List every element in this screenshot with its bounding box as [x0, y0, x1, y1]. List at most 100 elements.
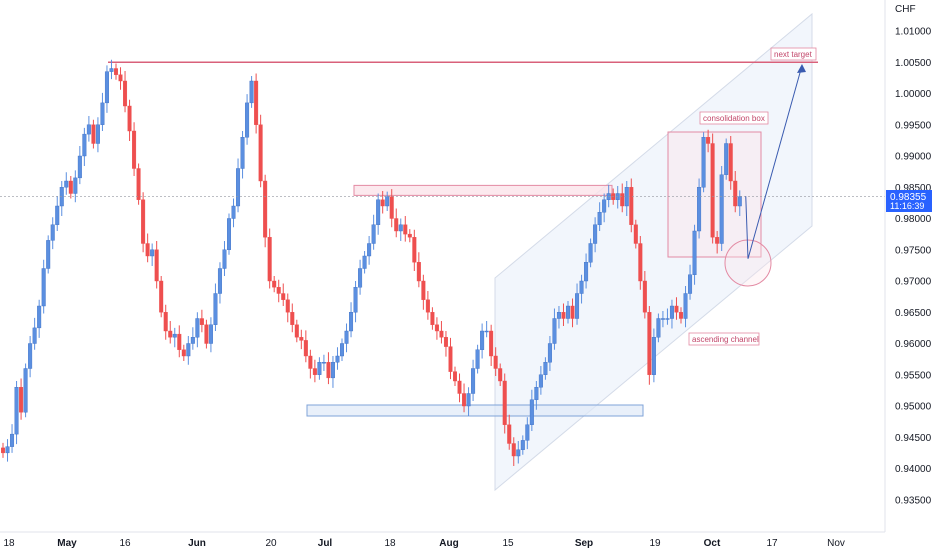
candle-down	[502, 380, 507, 425]
candle-up	[349, 312, 354, 332]
candle-down	[710, 143, 715, 238]
candle-down	[434, 324, 439, 332]
candle-up	[82, 133, 87, 157]
candle-down	[389, 196, 394, 219]
x-tick-label: Sep	[575, 538, 593, 549]
candle-up	[624, 187, 629, 207]
y-tick-label: 0.97500	[895, 245, 932, 256]
current-price-badge: 0.98355 11:16:39	[886, 190, 932, 212]
candle-up	[104, 71, 109, 104]
candle-down	[294, 324, 299, 338]
x-tick-label: 15	[502, 538, 514, 549]
candle-down	[561, 312, 566, 319]
candle-down	[674, 305, 679, 313]
candle-up	[362, 255, 367, 269]
candle-up	[656, 318, 661, 338]
candle-up	[37, 305, 42, 329]
candle-up	[213, 293, 218, 325]
x-tick-label: 17	[766, 538, 778, 549]
candle-up	[231, 205, 236, 219]
candle-up	[584, 262, 589, 282]
candle-down	[448, 346, 453, 372]
x-tick-label: 19	[649, 538, 661, 549]
candle-up	[719, 174, 724, 244]
candle-up	[615, 193, 620, 200]
candle-down	[507, 424, 512, 444]
candle-down	[570, 305, 575, 319]
y-tick-label: 0.96500	[895, 308, 932, 319]
candle-up	[23, 368, 28, 413]
candle-up	[186, 343, 191, 357]
y-tick-label: 0.95000	[895, 402, 932, 413]
candle-up	[371, 224, 376, 244]
candle-up	[55, 205, 60, 225]
candle-up	[14, 387, 19, 435]
candle-down	[136, 168, 141, 200]
candle-up	[208, 324, 213, 344]
candle-up	[50, 224, 55, 241]
candle-down	[715, 237, 720, 244]
candle-up	[701, 137, 706, 188]
current-price-label: 0.98355	[890, 192, 927, 203]
candle-up	[575, 293, 580, 319]
candle-up	[697, 187, 702, 232]
y-tick-label: 0.94000	[895, 464, 932, 475]
candle-down	[272, 280, 277, 288]
candle-up	[579, 280, 584, 294]
candle-down	[412, 237, 417, 263]
support-zone	[306, 404, 644, 417]
candle-down	[394, 218, 399, 232]
candle-up	[566, 305, 571, 319]
candle-up	[217, 268, 222, 294]
candle-up	[692, 230, 697, 275]
candle-up	[236, 168, 241, 207]
candle-up	[520, 440, 525, 450]
y-tick-label: 0.99000	[895, 152, 932, 163]
consolidation-box-label: consolidation box	[699, 111, 769, 125]
target-circle	[724, 239, 772, 287]
candle-down	[633, 224, 638, 244]
candle-up	[10, 433, 15, 447]
candle-down	[118, 74, 123, 82]
x-tick-label: 20	[265, 538, 277, 549]
candle-up	[529, 399, 534, 425]
candle-up	[5, 446, 10, 454]
candle-down	[679, 312, 684, 319]
next-target-label-box	[770, 47, 817, 61]
candle-down	[308, 355, 313, 369]
candle-down	[443, 337, 448, 347]
candle-down	[254, 80, 259, 125]
candle-down	[303, 340, 308, 357]
resistance-zone	[353, 184, 613, 196]
x-tick-label: May	[57, 538, 77, 549]
ascending-channel-label-text: ascending channel	[692, 335, 759, 344]
candle-up	[109, 68, 114, 72]
candle-up	[606, 193, 611, 200]
candle-down	[177, 333, 182, 350]
candle-up	[86, 124, 91, 135]
plot-area[interactable]: next target consolidation box ascending ch…	[0, 12, 885, 492]
consolidation-box-label-text: consolidation box	[703, 114, 765, 123]
candle-down	[1, 447, 5, 454]
candle-up	[73, 177, 78, 194]
candle-up	[724, 143, 729, 175]
candle-down	[421, 280, 426, 300]
candle-down	[326, 362, 331, 379]
candle-up	[249, 80, 254, 104]
candle-up	[683, 293, 688, 319]
candle-down	[439, 330, 444, 338]
candle-up	[471, 368, 476, 394]
candle-down	[168, 330, 173, 338]
countdown-label: 11:16:39	[890, 201, 924, 211]
ascending-channel-label: ascending channel	[688, 332, 760, 346]
y-tick-label: 0.97000	[895, 277, 932, 288]
projection-path	[745, 65, 803, 259]
candle-up	[651, 337, 656, 375]
candle-up	[588, 243, 593, 263]
candle-up	[556, 312, 561, 319]
candle-up	[95, 124, 100, 144]
x-tick-label: Oct	[704, 538, 721, 549]
x-axis-ticks: 18 May 16 Jun 20 Jul 18 Aug 15 Sep 19 Oct 17 Nov	[3, 538, 844, 549]
